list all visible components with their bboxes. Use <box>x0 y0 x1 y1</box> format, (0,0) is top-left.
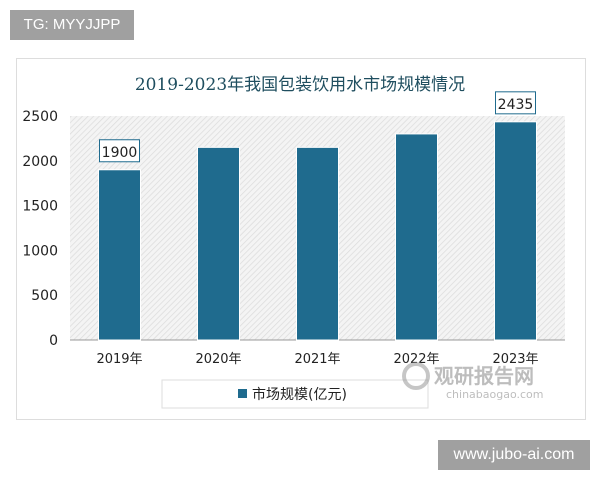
bar-2021年 <box>296 146 339 341</box>
legend-label: 市场规模(亿元) <box>252 386 347 403</box>
y-tick-label: 500 <box>31 288 58 304</box>
data-label: 1900 <box>102 145 138 161</box>
data-label-box <box>495 91 536 115</box>
bar-2020年 <box>197 146 240 341</box>
logo-cn: 观研报告网 <box>434 364 534 388</box>
x-tick-label: 2022年 <box>393 352 439 367</box>
tag-label: TG: MYYJJPP <box>10 10 134 40</box>
logo-en: chinabaogao.com <box>446 388 544 401</box>
y-tick-label: 0 <box>49 333 58 349</box>
bar-2023年 <box>494 121 537 341</box>
chart-title: 2019-2023年我国包装饮用水市场规模情况 <box>135 75 465 95</box>
bar-2019年 <box>98 169 141 341</box>
data-label: 2435 <box>498 97 534 113</box>
legend: 市场规模(亿元) <box>161 379 429 409</box>
x-tick-label: 2019年 <box>96 352 142 367</box>
x-tick-label: 2021年 <box>294 352 340 367</box>
watermark-url: www.jubo-ai.com <box>438 440 590 470</box>
legend-swatch <box>238 389 247 398</box>
x-tick-label: 2020年 <box>195 352 241 367</box>
y-tick-label: 2000 <box>22 154 58 170</box>
bar-2022年 <box>395 133 438 341</box>
data-label-box <box>99 139 140 163</box>
y-tick-label: 2500 <box>22 109 58 125</box>
y-tick-label: 1500 <box>22 199 58 215</box>
chinabaogao-logo: 观研报告网 chinabaogao.com <box>402 362 544 401</box>
y-tick-label: 1000 <box>22 243 58 259</box>
x-tick-label: 2023年 <box>492 352 538 367</box>
